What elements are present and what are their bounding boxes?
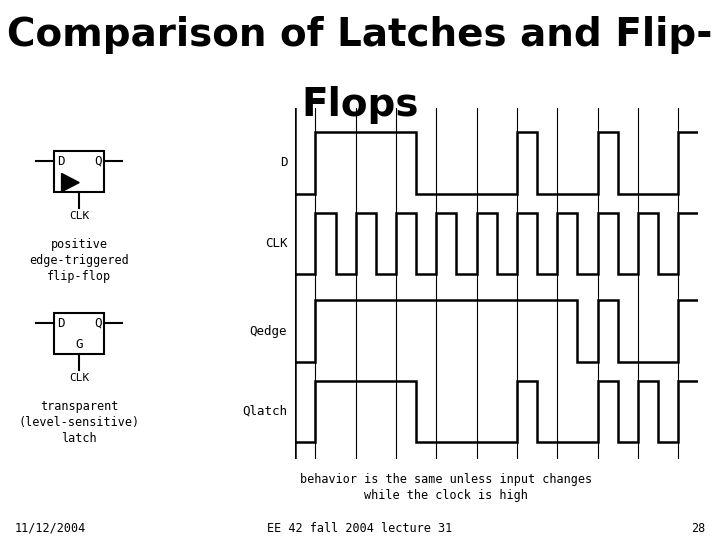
Text: D: D bbox=[279, 157, 287, 170]
Text: Flops: Flops bbox=[301, 86, 419, 124]
Text: EE 42 fall 2004 lecture 31: EE 42 fall 2004 lecture 31 bbox=[267, 522, 453, 535]
Text: behavior is the same unless input changes
while the clock is high: behavior is the same unless input change… bbox=[300, 472, 593, 503]
Text: Q: Q bbox=[94, 317, 102, 330]
Text: Qlatch: Qlatch bbox=[242, 405, 287, 418]
Text: Comparison of Latches and Flip-: Comparison of Latches and Flip- bbox=[7, 16, 713, 54]
Text: 28: 28 bbox=[691, 522, 706, 535]
Text: Qedge: Qedge bbox=[250, 325, 287, 338]
Text: transparent
(level-sensitive)
latch: transparent (level-sensitive) latch bbox=[19, 400, 140, 444]
Bar bbox=[54, 151, 104, 192]
Text: CLK: CLK bbox=[69, 211, 89, 221]
Text: G: G bbox=[76, 338, 83, 351]
Text: positive
edge-triggered
flip-flop: positive edge-triggered flip-flop bbox=[30, 238, 129, 282]
Text: D: D bbox=[57, 155, 65, 168]
Text: 11/12/2004: 11/12/2004 bbox=[14, 522, 86, 535]
Bar bbox=[54, 313, 104, 354]
Text: CLK: CLK bbox=[69, 373, 89, 383]
Text: CLK: CLK bbox=[265, 237, 287, 250]
Text: D: D bbox=[57, 317, 65, 330]
Text: Q: Q bbox=[94, 155, 102, 168]
Polygon shape bbox=[62, 173, 79, 192]
